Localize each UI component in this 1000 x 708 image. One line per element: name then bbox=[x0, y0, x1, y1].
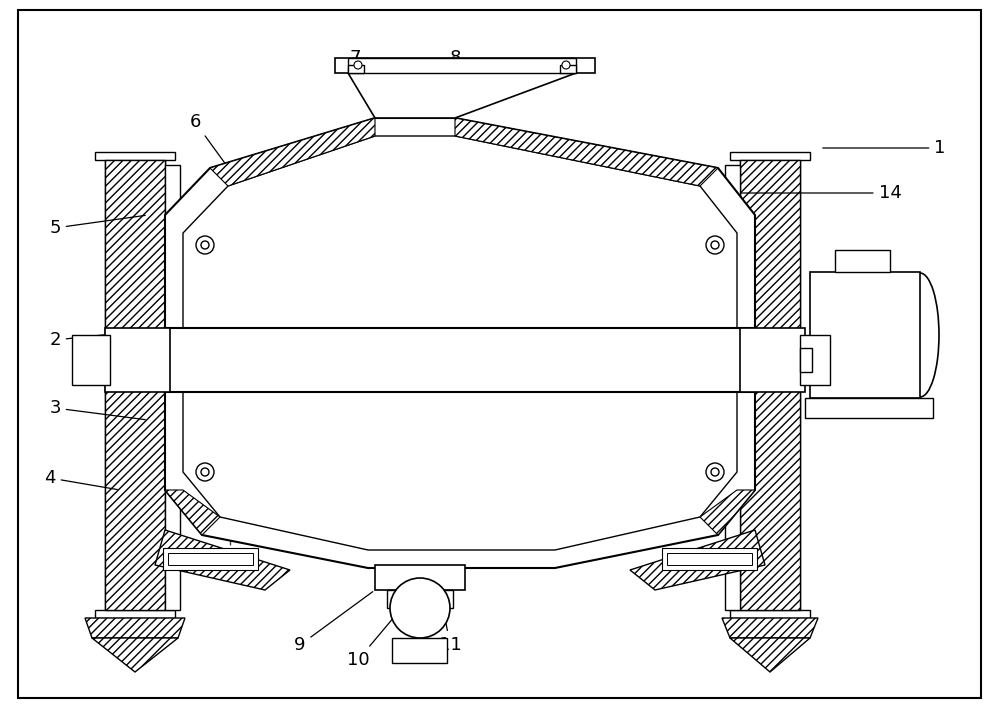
Text: 1: 1 bbox=[823, 139, 946, 157]
Text: 9: 9 bbox=[294, 592, 373, 654]
Circle shape bbox=[562, 61, 570, 69]
Text: 10: 10 bbox=[347, 612, 398, 669]
Bar bbox=[835, 250, 890, 272]
Circle shape bbox=[201, 241, 209, 249]
Bar bbox=[730, 152, 810, 160]
Bar bbox=[810, 272, 920, 398]
Bar bbox=[168, 553, 253, 565]
Bar bbox=[348, 65, 364, 73]
Bar bbox=[95, 610, 175, 618]
Bar bbox=[163, 548, 258, 570]
Text: 13: 13 bbox=[848, 286, 906, 304]
Bar bbox=[335, 58, 595, 73]
Circle shape bbox=[196, 463, 214, 481]
Bar bbox=[730, 610, 810, 618]
Circle shape bbox=[390, 578, 450, 638]
Text: 11: 11 bbox=[439, 593, 461, 654]
Polygon shape bbox=[165, 118, 755, 568]
Bar bbox=[165, 328, 755, 392]
Polygon shape bbox=[740, 155, 800, 615]
Bar bbox=[725, 165, 740, 610]
Bar bbox=[375, 565, 465, 590]
Bar bbox=[72, 335, 110, 385]
Bar bbox=[387, 590, 453, 608]
Bar bbox=[662, 548, 757, 570]
Bar bbox=[800, 335, 830, 385]
Text: 14: 14 bbox=[741, 184, 901, 202]
Polygon shape bbox=[183, 136, 737, 550]
Text: 3: 3 bbox=[49, 399, 145, 420]
Text: 12: 12 bbox=[850, 356, 901, 389]
Text: 4: 4 bbox=[44, 469, 117, 489]
Circle shape bbox=[711, 468, 719, 476]
Polygon shape bbox=[210, 118, 375, 186]
Text: 2: 2 bbox=[49, 331, 147, 349]
Bar bbox=[105, 328, 170, 392]
Text: 7: 7 bbox=[349, 49, 373, 83]
Polygon shape bbox=[105, 160, 165, 610]
Polygon shape bbox=[700, 490, 755, 535]
Polygon shape bbox=[348, 58, 576, 73]
Text: 6: 6 bbox=[189, 113, 246, 193]
Circle shape bbox=[196, 236, 214, 254]
Bar bbox=[392, 638, 447, 663]
Bar bbox=[805, 398, 933, 418]
Text: 8: 8 bbox=[449, 49, 461, 82]
Polygon shape bbox=[105, 155, 165, 615]
Circle shape bbox=[201, 468, 209, 476]
Circle shape bbox=[706, 463, 724, 481]
Polygon shape bbox=[740, 160, 800, 610]
Polygon shape bbox=[630, 530, 765, 590]
Polygon shape bbox=[165, 490, 220, 535]
Bar bbox=[740, 328, 805, 392]
Polygon shape bbox=[455, 118, 718, 186]
Polygon shape bbox=[85, 618, 185, 638]
Circle shape bbox=[706, 236, 724, 254]
Bar bbox=[165, 165, 180, 610]
Polygon shape bbox=[722, 618, 818, 638]
Circle shape bbox=[354, 61, 362, 69]
Bar bbox=[667, 553, 752, 565]
Polygon shape bbox=[730, 638, 810, 672]
Text: 5: 5 bbox=[49, 215, 145, 237]
Bar bbox=[800, 348, 812, 372]
Bar bbox=[560, 65, 576, 73]
Circle shape bbox=[711, 241, 719, 249]
Bar bbox=[95, 152, 175, 160]
Polygon shape bbox=[92, 638, 178, 672]
Polygon shape bbox=[348, 73, 576, 118]
Polygon shape bbox=[155, 530, 290, 590]
